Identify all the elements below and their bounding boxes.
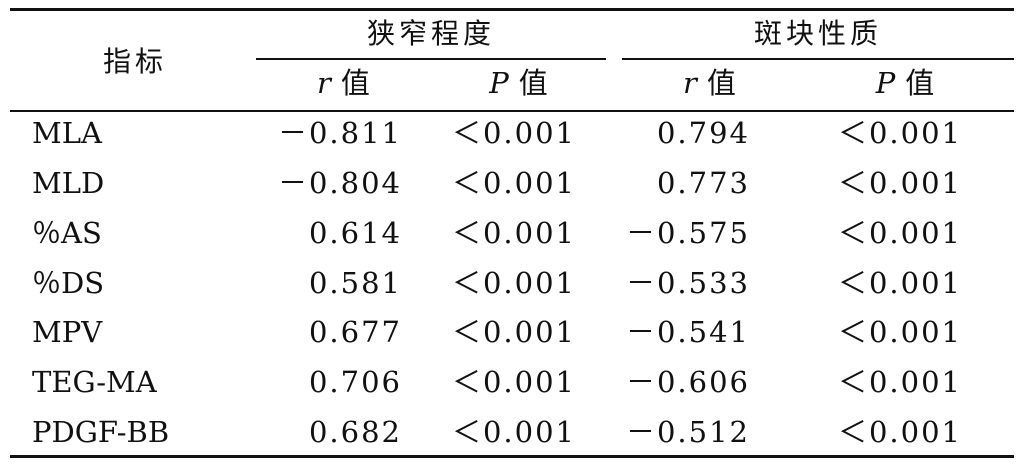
row-indicator: ％AS	[32, 216, 102, 250]
cell-stenosis-p: ＜0.001	[451, 415, 576, 449]
top-rule	[10, 8, 1014, 11]
row-indicator: MPV	[32, 315, 103, 349]
corner-header: 指标	[102, 45, 167, 78]
cell-plaque-p: ＜0.001	[837, 216, 962, 250]
cell-stenosis-p: ＜0.001	[451, 216, 576, 250]
subheader-suffix: 值	[518, 66, 548, 100]
cell-plaque-r: －0.541	[625, 315, 750, 349]
group-header-plaque: 斑块性质	[753, 17, 882, 50]
bottom-rule	[10, 455, 1014, 458]
group-rule-plaque	[622, 58, 1014, 60]
cell-stenosis-r: －0.811	[277, 116, 402, 150]
cell-plaque-p: ＜0.001	[837, 166, 962, 200]
row-indicator: MLA	[32, 116, 102, 150]
group-rule-stenosis	[256, 58, 606, 60]
subheader-suffix: 值	[340, 66, 370, 100]
cell-plaque-r: －0.606	[625, 365, 750, 399]
cell-plaque-p: ＜0.001	[837, 415, 962, 449]
cell-stenosis-r: 0.581	[308, 266, 402, 300]
subheader-symbol: P	[489, 66, 509, 100]
header-rule	[10, 110, 1014, 112]
cell-plaque-p: ＜0.001	[837, 315, 962, 349]
cell-stenosis-p: ＜0.001	[451, 166, 576, 200]
cell-stenosis-r: 0.682	[308, 415, 402, 449]
cell-stenosis-p: ＜0.001	[451, 315, 576, 349]
cell-plaque-p: ＜0.001	[837, 116, 962, 150]
row-indicator: MLD	[32, 166, 105, 200]
cell-plaque-p: ＜0.001	[837, 266, 962, 300]
cell-stenosis-p: ＜0.001	[451, 266, 576, 300]
cell-plaque-r: －0.512	[625, 415, 750, 449]
cell-stenosis-r: 0.614	[308, 216, 402, 250]
cell-stenosis-r: 0.677	[308, 315, 402, 349]
cell-plaque-r: －0.575	[625, 216, 750, 250]
row-indicator: PDGF-BB	[32, 415, 170, 449]
subheader-symbol: r	[683, 66, 697, 100]
cell-stenosis-p: ＜0.001	[451, 116, 576, 150]
subheader-suffix: 值	[706, 66, 736, 100]
cell-stenosis-r: －0.804	[277, 166, 402, 200]
subheader-symbol: P	[875, 66, 896, 100]
cell-plaque-r: －0.533	[625, 266, 750, 300]
row-indicator: ％DS	[32, 266, 105, 300]
cell-plaque-p: ＜0.001	[837, 365, 962, 399]
cell-stenosis-p: ＜0.001	[451, 365, 576, 399]
group-header-stenosis: 狭窄程度	[366, 17, 495, 50]
cell-plaque-r: 0.773	[656, 166, 750, 200]
cell-plaque-r: 0.794	[656, 116, 750, 150]
row-indicator: TEG-MA	[32, 365, 157, 399]
cell-stenosis-r: 0.706	[308, 365, 402, 399]
subheader-symbol: r	[317, 66, 331, 100]
subheader-suffix: 值	[905, 66, 935, 100]
